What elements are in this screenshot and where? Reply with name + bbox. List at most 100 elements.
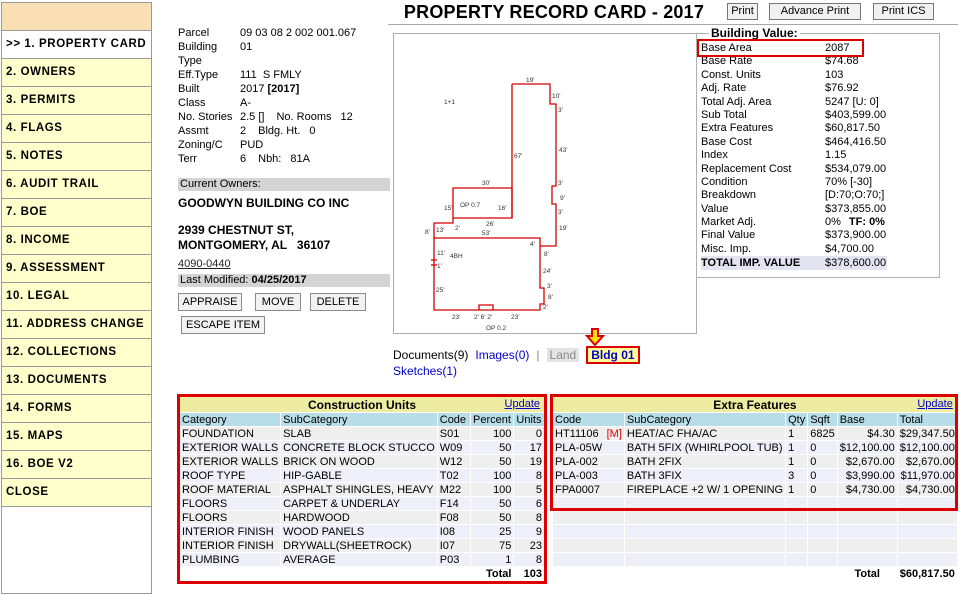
extra-feature-sqft (808, 497, 837, 510)
construction-subcategory: CARPET & UNDERLAY (281, 497, 437, 510)
extra-feature-row[interactable]: PLA-05W BATH 5FIX (WHIRLPOOL TUB) 1 0 $1… (553, 441, 957, 454)
construction-category: FOUNDATION (180, 427, 281, 440)
extra-features-update-link[interactable]: Update (917, 398, 953, 410)
construction-subcategory: WOOD PANELS (281, 525, 437, 538)
construction-units: 8 (514, 469, 544, 482)
building-value-label: Condition (701, 175, 748, 188)
extra-feature-code-cell: HT11106 [M] (553, 427, 624, 440)
construction-row[interactable]: PLUMBING AVERAGE P03 1 8 (180, 553, 544, 566)
move-button[interactable]: MOVE (255, 293, 301, 311)
construction-category: PLUMBING (180, 553, 281, 566)
extra-feature-row[interactable] (553, 553, 957, 566)
construction-row[interactable]: FLOORS HARDWOOD F08 50 8 (180, 511, 544, 524)
sidebar-item[interactable]: 10. LEGAL (1, 282, 152, 311)
sidebar-item[interactable]: 16. BOE V2 (1, 450, 152, 479)
print-ics-button[interactable]: Print ICS (873, 3, 934, 20)
appraise-button[interactable]: APPRAISE (178, 293, 242, 311)
construction-code: I07 (437, 539, 470, 552)
links-separator: | (536, 348, 540, 362)
extra-feature-m-flag: [M] (606, 427, 622, 440)
extra-feature-row[interactable]: FPA0007 FIREPLACE +2 W/ 1 OPENING 1 0 $4… (553, 483, 957, 496)
images-link[interactable]: Images(0) (475, 348, 530, 362)
sidebar-item[interactable]: 12. COLLECTIONS (1, 338, 152, 367)
sketch-dimension-label: 3' (558, 180, 563, 187)
construction-row[interactable]: ROOF TYPE HIP-GABLE T02 100 8 (180, 469, 544, 482)
sidebar-item[interactable]: 3. PERMITS (1, 86, 152, 115)
sketch-dimension-label: 8' (425, 229, 430, 236)
extra-feature-sqft: 6825 (808, 427, 837, 440)
building-value-value: $373,855.00 (825, 202, 887, 215)
sidebar-item[interactable]: 8. INCOME (1, 226, 152, 255)
extra-feature-qty (786, 553, 808, 566)
extra-feature-subcategory: BATH 3FIX (624, 469, 786, 482)
building-value-value: 1.15 (825, 149, 847, 162)
construction-row[interactable]: EXTERIOR WALLS CONCRETE BLOCK STUCCO W09… (180, 441, 544, 454)
construction-row[interactable]: ROOF MATERIAL ASPHALT SHINGLES, HEAVY M2… (180, 483, 544, 496)
extra-feature-subcategory (624, 525, 786, 538)
extra-feature-row[interactable] (553, 525, 957, 538)
extra-feature-row[interactable] (553, 511, 957, 524)
construction-units: 23 (514, 539, 544, 552)
parcel-field-row: Zoning/C PUD (178, 138, 390, 152)
extra-feature-sqft: 0 (808, 483, 837, 496)
construction-row[interactable]: FOUNDATION SLAB S01 100 0 (180, 427, 544, 440)
extra-feature-code: PLA-05W (555, 441, 603, 454)
sketch-dimension-labels: 1+1 19' 10' 3' 43' 67' 30' OP 0.7 15' 16' 26' 13' 2'… (425, 77, 567, 332)
sidebar-item[interactable]: 13. DOCUMENTS (1, 366, 152, 395)
construction-subcategory: SLAB (281, 427, 437, 440)
sidebar-item[interactable]: 14. FORMS (1, 394, 152, 423)
extra-feature-sqft (808, 539, 837, 552)
sidebar-item[interactable]: 15. MAPS (1, 422, 152, 451)
delete-button[interactable]: DELETE (310, 293, 366, 311)
print-button[interactable]: Print (727, 3, 758, 20)
extra-feature-code-cell (553, 497, 624, 510)
sidebar-item[interactable]: CLOSE (1, 478, 152, 507)
extra-feature-row[interactable]: PLA-003 BATH 3FIX 3 0 $3,990.00 $11,970.… (553, 469, 957, 482)
extra-feature-row[interactable] (553, 497, 957, 510)
sketch-dimension-label: 43' (559, 147, 567, 154)
construction-category: EXTERIOR WALLS (180, 455, 281, 468)
bldg-01-tab[interactable]: Bldg 01 (586, 346, 640, 364)
construction-code: M22 (437, 483, 470, 496)
extra-feature-row[interactable] (553, 539, 957, 552)
sidebar-item[interactable]: >> 1. PROPERTY CARD (1, 30, 152, 59)
sidebar-item[interactable]: 11. ADDRESS CHANGE (1, 310, 152, 339)
sketch-dimension-label: 67' (514, 153, 522, 160)
sidebar-item[interactable]: 4. FLAGS (1, 114, 152, 143)
escape-item-button[interactable]: ESCAPE ITEM (181, 316, 265, 334)
parcel-field-label: Assmt (178, 125, 209, 137)
sketch-open-porch-rect (452, 187, 513, 219)
parcel-field-label: Parcel (178, 27, 210, 39)
building-value-label: Total Adj. Area (701, 95, 772, 108)
extra-feature-row[interactable]: PLA-002 BATH 2FIX 1 0 $2,670.00 $2,670.0… (553, 455, 957, 468)
col-header-sqft: Sqft (808, 413, 837, 426)
extra-feature-row[interactable]: HT11106 [M] HEAT/AC FHA/AC 1 6825 $4.30 $… (553, 427, 957, 440)
sidebar-item[interactable]: 2. OWNERS (1, 58, 152, 87)
sidebar-item-label: 2. OWNERS (6, 66, 76, 78)
construction-percent: 1 (470, 553, 514, 566)
construction-row[interactable]: FLOORS CARPET & UNDERLAY F14 50 6 (180, 497, 544, 510)
documents-link[interactable]: Documents(9) (393, 348, 469, 362)
construction-row[interactable]: INTERIOR FINISH WOOD PANELS I08 25 9 (180, 525, 544, 538)
construction-row[interactable]: EXTERIOR WALLS BRICK ON WOOD W12 50 19 (180, 455, 544, 468)
sidebar-item[interactable]: 6. AUDIT TRAIL (1, 170, 152, 199)
extra-feature-sqft (808, 525, 837, 538)
sketch-dimension-label: OP 0.7 (460, 202, 481, 209)
construction-row[interactable]: INTERIOR FINISH DRYWALL(SHEETROCK) I07 7… (180, 539, 544, 552)
building-value-label: Breakdown (701, 189, 757, 202)
construction-update-link[interactable]: Update (504, 398, 540, 410)
construction-category: EXTERIOR WALLS (180, 441, 281, 454)
account-number-link[interactable]: 4090-0440 (178, 258, 231, 270)
sketches-link[interactable]: Sketches(1) (393, 364, 458, 378)
land-tab[interactable]: Land (546, 348, 580, 362)
building-value-row: Misc. Imp. $4,700.00 (701, 243, 939, 256)
sketch-connector (433, 218, 454, 238)
extra-feature-code-cell (553, 511, 624, 524)
sidebar-item[interactable]: 5. NOTES (1, 142, 152, 171)
sidebar-item[interactable]: 9. ASSESSMENT (1, 254, 152, 283)
advance-print-button[interactable]: Advance Print (769, 3, 861, 20)
sidebar-item[interactable]: 7. BOE (1, 198, 152, 227)
extra-feature-base (837, 511, 897, 524)
extra-feature-total: $29,347.50 (897, 427, 957, 440)
construction-percent: 25 (470, 525, 514, 538)
